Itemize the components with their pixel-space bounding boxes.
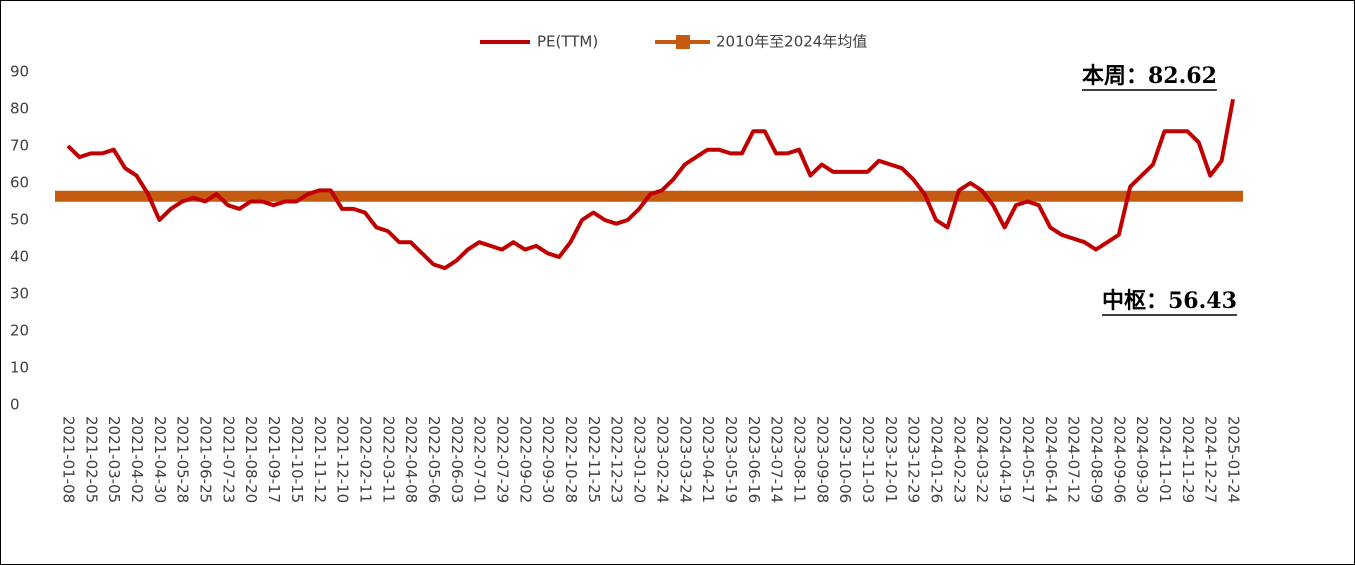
x-tick-label: 2024-07-12 — [1065, 416, 1083, 503]
x-tick-label: 2021-04-02 — [128, 416, 146, 503]
x-tick-label: 2021-09-17 — [265, 416, 283, 503]
x-tick-label: 2022-07-29 — [494, 416, 512, 503]
y-tick-label: 40 — [10, 248, 29, 266]
y-tick-label: 80 — [10, 100, 29, 118]
y-tick-label: 90 — [10, 63, 29, 81]
x-tick-label: 2021-11-12 — [311, 416, 329, 503]
x-tick-label: 2021-04-30 — [151, 416, 169, 503]
y-tick-label: 0 — [10, 396, 20, 414]
x-tick-label: 2022-09-02 — [516, 416, 534, 503]
x-tick-label: 2021-08-20 — [242, 416, 260, 503]
x-tick-label: 2021-05-28 — [174, 416, 192, 503]
x-tick-label: 2025-01-24 — [1225, 416, 1243, 503]
x-tick-label: 2022-11-25 — [585, 416, 603, 503]
x-tick-label: 2023-10-06 — [836, 416, 854, 503]
x-tick-label: 2024-05-17 — [1019, 416, 1037, 503]
x-tick-label: 2021-03-05 — [105, 416, 123, 503]
y-tick-label: 70 — [10, 137, 29, 155]
x-tick-label: 2024-01-26 — [928, 416, 946, 503]
annotation: 中枢：56.43 — [1102, 288, 1237, 314]
x-tick-label: 2023-11-03 — [859, 416, 877, 503]
x-tick-label: 2023-12-01 — [882, 416, 900, 503]
x-tick-label: 2023-08-11 — [790, 416, 808, 503]
x-tick-label: 2022-02-11 — [356, 416, 374, 503]
x-tick-label: 2023-07-14 — [768, 416, 786, 503]
y-tick-label: 30 — [10, 285, 29, 303]
x-tick-label: 2022-06-03 — [448, 416, 466, 503]
x-tick-label: 2024-09-30 — [1133, 416, 1151, 503]
x-tick-label: 2024-08-09 — [1087, 416, 1105, 503]
x-tick-label: 2023-05-19 — [722, 416, 740, 503]
x-tick-label: 2021-12-10 — [334, 416, 352, 503]
x-tick-label: 2021-10-15 — [288, 416, 306, 503]
x-tick-label: 2022-09-30 — [539, 416, 557, 503]
x-tick-label: 2024-11-01 — [1156, 416, 1174, 503]
legend-marker — [676, 35, 690, 49]
x-tick-label: 2021-01-08 — [60, 416, 78, 503]
x-tick-label: 2022-05-06 — [425, 416, 443, 503]
x-tick-label: 2023-04-21 — [699, 416, 717, 503]
annotation: 本周：82.62 — [1082, 63, 1217, 89]
x-tick-label: 2021-02-05 — [82, 416, 100, 503]
x-tick-label: 2024-12-27 — [1202, 416, 1220, 503]
y-tick-label: 60 — [10, 174, 29, 192]
legend-label: PE(TTM) — [537, 33, 598, 51]
x-tick-label: 2022-12-23 — [608, 416, 626, 503]
x-tick-label: 2021-07-23 — [219, 416, 237, 503]
y-tick-label: 20 — [10, 322, 29, 340]
y-tick-label: 50 — [10, 211, 29, 229]
x-tick-label: 2024-06-14 — [1042, 416, 1060, 503]
x-tick-label: 2022-04-08 — [402, 416, 420, 503]
x-tick-label: 2023-06-16 — [745, 416, 763, 503]
x-tick-label: 2023-12-29 — [905, 416, 923, 503]
x-tick-label: 2023-09-08 — [813, 416, 831, 503]
pe-line — [66, 98, 1235, 271]
x-tick-label: 2024-03-22 — [973, 416, 991, 503]
x-tick-label: 2021-06-25 — [197, 416, 215, 503]
x-tick-label: 2023-02-24 — [653, 416, 671, 503]
x-tick-label: 2022-07-01 — [471, 416, 489, 503]
x-tick-label: 2024-11-29 — [1179, 416, 1197, 503]
x-tick-label: 2023-01-20 — [631, 416, 649, 503]
x-tick-label: 2022-10-28 — [562, 416, 580, 503]
y-tick-label: 10 — [10, 359, 29, 377]
x-tick-label: 2023-03-24 — [676, 416, 694, 503]
x-tick-label: 2024-02-23 — [950, 416, 968, 503]
x-tick-label: 2024-04-19 — [996, 416, 1014, 503]
legend-label: 2010年至2024年均值 — [716, 33, 867, 51]
x-tick-label: 2022-03-11 — [379, 416, 397, 503]
x-tick-label: 2024-09-06 — [1110, 416, 1128, 503]
